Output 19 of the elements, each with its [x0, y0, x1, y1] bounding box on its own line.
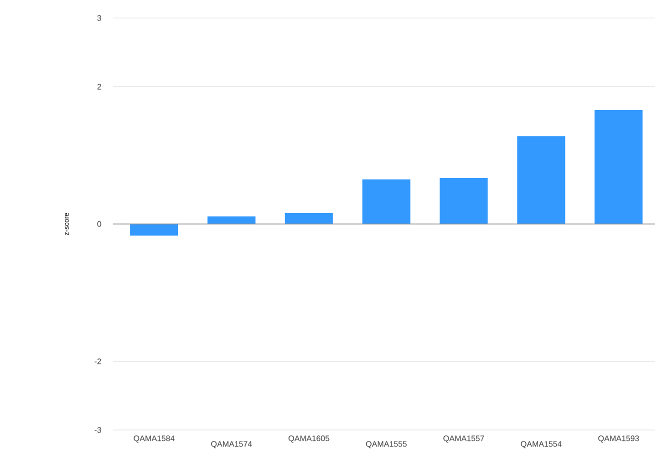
- y-tick-label: 0: [97, 221, 102, 227]
- x-tick-label: QAMA1555: [366, 441, 407, 448]
- x-tick-label: QAMA1584: [134, 436, 174, 443]
- y-tick-label: 2: [97, 84, 102, 90]
- y-tick-label: -2: [94, 358, 102, 364]
- bar: [284, 213, 333, 224]
- bar: [130, 224, 178, 236]
- bar: [594, 110, 643, 224]
- x-tick-label: QAMA1593: [598, 436, 639, 443]
- x-tick-label: QAMA1605: [288, 436, 330, 443]
- bar: [362, 179, 410, 224]
- x-tick-label: QAMA1554: [520, 441, 562, 448]
- y-tick-label: 3: [97, 15, 102, 21]
- x-tick-label: QAMA1574: [211, 441, 252, 448]
- bar: [440, 178, 488, 224]
- y-tick-label: -3: [94, 427, 102, 433]
- bar: [517, 136, 566, 224]
- bar: [207, 216, 256, 224]
- x-tick-label: QAMA1557: [443, 436, 484, 443]
